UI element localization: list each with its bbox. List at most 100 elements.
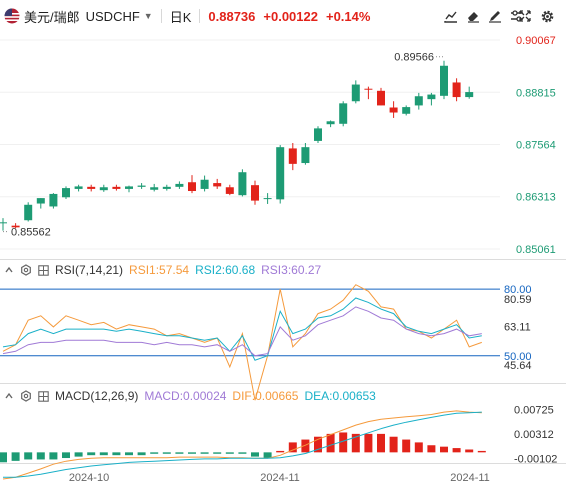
- candle-up: [62, 188, 70, 198]
- candle-up: [440, 65, 448, 96]
- macd-histogram-bar: [49, 452, 58, 460]
- toolbar-divider: [160, 9, 162, 23]
- period-selector[interactable]: 日K: [169, 9, 192, 25]
- rsi-title: RSI(7,14,21): [55, 263, 124, 277]
- rsi3-value: RSI3:60.27: [261, 263, 322, 277]
- caret-down-icon: ▼: [143, 11, 153, 21]
- candle-down: [225, 187, 234, 194]
- macd-histogram-bar: [427, 445, 436, 453]
- macd-histogram-bar: [11, 452, 20, 461]
- candle-down: [389, 107, 398, 113]
- macd-histogram-bar: [238, 452, 247, 454]
- candle-up: [427, 94, 436, 100]
- rsi-legend: RSI(7,14,21) RSI1:57.54 RSI2:60.68 RSI3:…: [4, 263, 327, 277]
- candle-up: [276, 147, 285, 200]
- indicator-table-icon[interactable]: [38, 390, 49, 402]
- low-price-label: 0.85562: [11, 227, 51, 239]
- macd-histogram-bar: [326, 433, 335, 453]
- chart-toolbar: 美元/瑞郎 USDCHF ▼ 日K 0.88736 +0.00122 +0.14…: [0, 0, 566, 32]
- candle-up: [74, 186, 83, 189]
- macd-histogram-bar: [377, 433, 385, 453]
- symbol-selector[interactable]: USDCHF ▼: [86, 9, 153, 24]
- macd-legend: MACD(12,26,9) MACD:0.00024 DIF:0.00665 D…: [4, 389, 382, 403]
- macd-histogram-bar: [414, 442, 423, 453]
- macd-histogram-bar: [276, 450, 285, 453]
- macd-histogram-bar: [24, 452, 33, 460]
- rsi1-line: [2, 284, 482, 401]
- candle-up: [238, 172, 247, 196]
- macd-histogram-bar: [339, 432, 348, 453]
- indicator-table-icon[interactable]: [38, 264, 49, 276]
- symbol-label: USDCHF: [85, 8, 140, 24]
- drawing-tools: [440, 5, 528, 27]
- collapse-icon[interactable]: [4, 391, 14, 401]
- toolbar-divider: [199, 9, 201, 23]
- candle-down: [11, 225, 20, 228]
- candle-up: [402, 107, 411, 114]
- candle-up: [175, 183, 184, 187]
- macd-histogram-bar: [389, 436, 398, 453]
- candle-down: [112, 186, 121, 189]
- macd-title: MACD(12,26,9): [55, 389, 139, 403]
- macd-histogram-bar: [402, 439, 411, 453]
- pair-name: 美元/瑞郎: [24, 9, 80, 25]
- candle-up: [162, 186, 171, 189]
- dif-value: DIF:0.00665: [232, 389, 299, 403]
- macd-histogram-bar: [87, 452, 96, 456]
- expand-icon[interactable]: [514, 5, 536, 27]
- candle-up: [137, 185, 146, 187]
- candle-up: [301, 147, 310, 164]
- macd-histogram-bar: [301, 439, 310, 453]
- pen-icon[interactable]: [484, 5, 506, 27]
- macd-histogram-bar: [137, 452, 146, 456]
- dea-value: DEA:0.00653: [304, 389, 376, 403]
- candle-up: [351, 84, 360, 102]
- macd-histogram-bar: [36, 452, 45, 460]
- macd-axis-tick: 0.00312: [514, 429, 554, 441]
- macd-histogram-bar: [225, 452, 234, 454]
- gear-icon[interactable]: [20, 390, 32, 402]
- chart-type-icon[interactable]: [440, 5, 462, 27]
- macd-histogram-bar: [314, 436, 322, 453]
- rsi-axis-tick: 45.64: [504, 360, 532, 372]
- macd-histogram-bar: [188, 452, 196, 454]
- candle-up: [125, 186, 133, 189]
- candle-down: [377, 90, 385, 106]
- rsi-axis-tick: 63.11: [504, 322, 531, 334]
- price-axis-tick: 0.85061: [516, 244, 556, 256]
- date-axis-tick: 2024-10: [69, 472, 109, 484]
- rsi-axis-tick: 80.59: [504, 294, 532, 306]
- rsi3-line: [2, 306, 482, 357]
- macd-histogram-bar: [175, 452, 184, 454]
- candle-up: [326, 121, 335, 125]
- candle-down: [213, 183, 222, 187]
- macd-histogram-bar: [125, 452, 133, 456]
- candle-up: [150, 187, 159, 190]
- candle-up: [49, 193, 58, 207]
- candle-down: [452, 82, 461, 98]
- macd-histogram-bar: [440, 446, 448, 453]
- candle-up: [465, 92, 474, 98]
- macd-histogram-bar: [251, 452, 259, 457]
- window-tools: [514, 5, 558, 27]
- macd-value: MACD:0.00024: [144, 389, 227, 403]
- indicator-settings-icon[interactable]: [506, 5, 528, 27]
- gear-icon[interactable]: [20, 264, 32, 276]
- us-flag-icon: [4, 8, 20, 24]
- candle-up: [314, 128, 322, 141]
- rsi1-value: RSI1:57.54: [129, 263, 190, 277]
- macd-histogram-bar: [351, 433, 360, 453]
- rsi-axis-tick: 80.00: [504, 284, 532, 296]
- candle-up: [99, 187, 108, 191]
- collapse-icon[interactable]: [4, 265, 14, 275]
- date-axis-tick: 2024-11: [450, 472, 490, 484]
- candle-up: [263, 198, 272, 200]
- macd-histogram-bar: [477, 450, 486, 453]
- macd-histogram-bar: [99, 452, 108, 456]
- settings-gear-icon[interactable]: [536, 5, 558, 27]
- candle-up: [414, 96, 423, 106]
- macd-histogram-bar: [112, 452, 121, 456]
- eraser-icon[interactable]: [462, 5, 484, 27]
- candle-down: [188, 182, 196, 192]
